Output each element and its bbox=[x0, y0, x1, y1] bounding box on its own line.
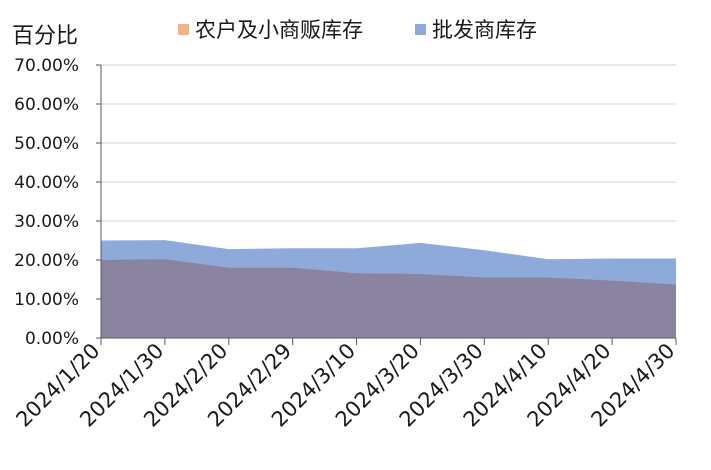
y-tick-label-5: 50.00% bbox=[14, 134, 79, 154]
y-tick-label-0: 0.00% bbox=[25, 329, 79, 349]
area-series-0 bbox=[101, 259, 676, 338]
legend-label-farmers: 农户及小商贩库存 bbox=[195, 18, 363, 42]
y-tick-label-3: 30.00% bbox=[14, 212, 79, 232]
y-tick-label-4: 40.00% bbox=[14, 173, 79, 193]
legend-swatch-farmers bbox=[178, 23, 189, 35]
y-tick-label-1: 10.00% bbox=[14, 290, 79, 310]
y-tick-label-6: 60.00% bbox=[14, 95, 79, 115]
legend-label-wholesalers: 批发商库存 bbox=[432, 18, 537, 42]
y-tick-label-7: 70.00% bbox=[14, 56, 79, 76]
y-tick-label-2: 20.00% bbox=[14, 251, 79, 271]
legend-item-wholesalers: 批发商库存 bbox=[415, 14, 537, 44]
y-axis-title: 百分比 bbox=[12, 24, 79, 49]
legend: 农户及小商贩库存 批发商库存 bbox=[178, 14, 537, 44]
legend-swatch-wholesalers bbox=[415, 23, 426, 35]
legend-item-farmers: 农户及小商贩库存 bbox=[178, 14, 363, 44]
